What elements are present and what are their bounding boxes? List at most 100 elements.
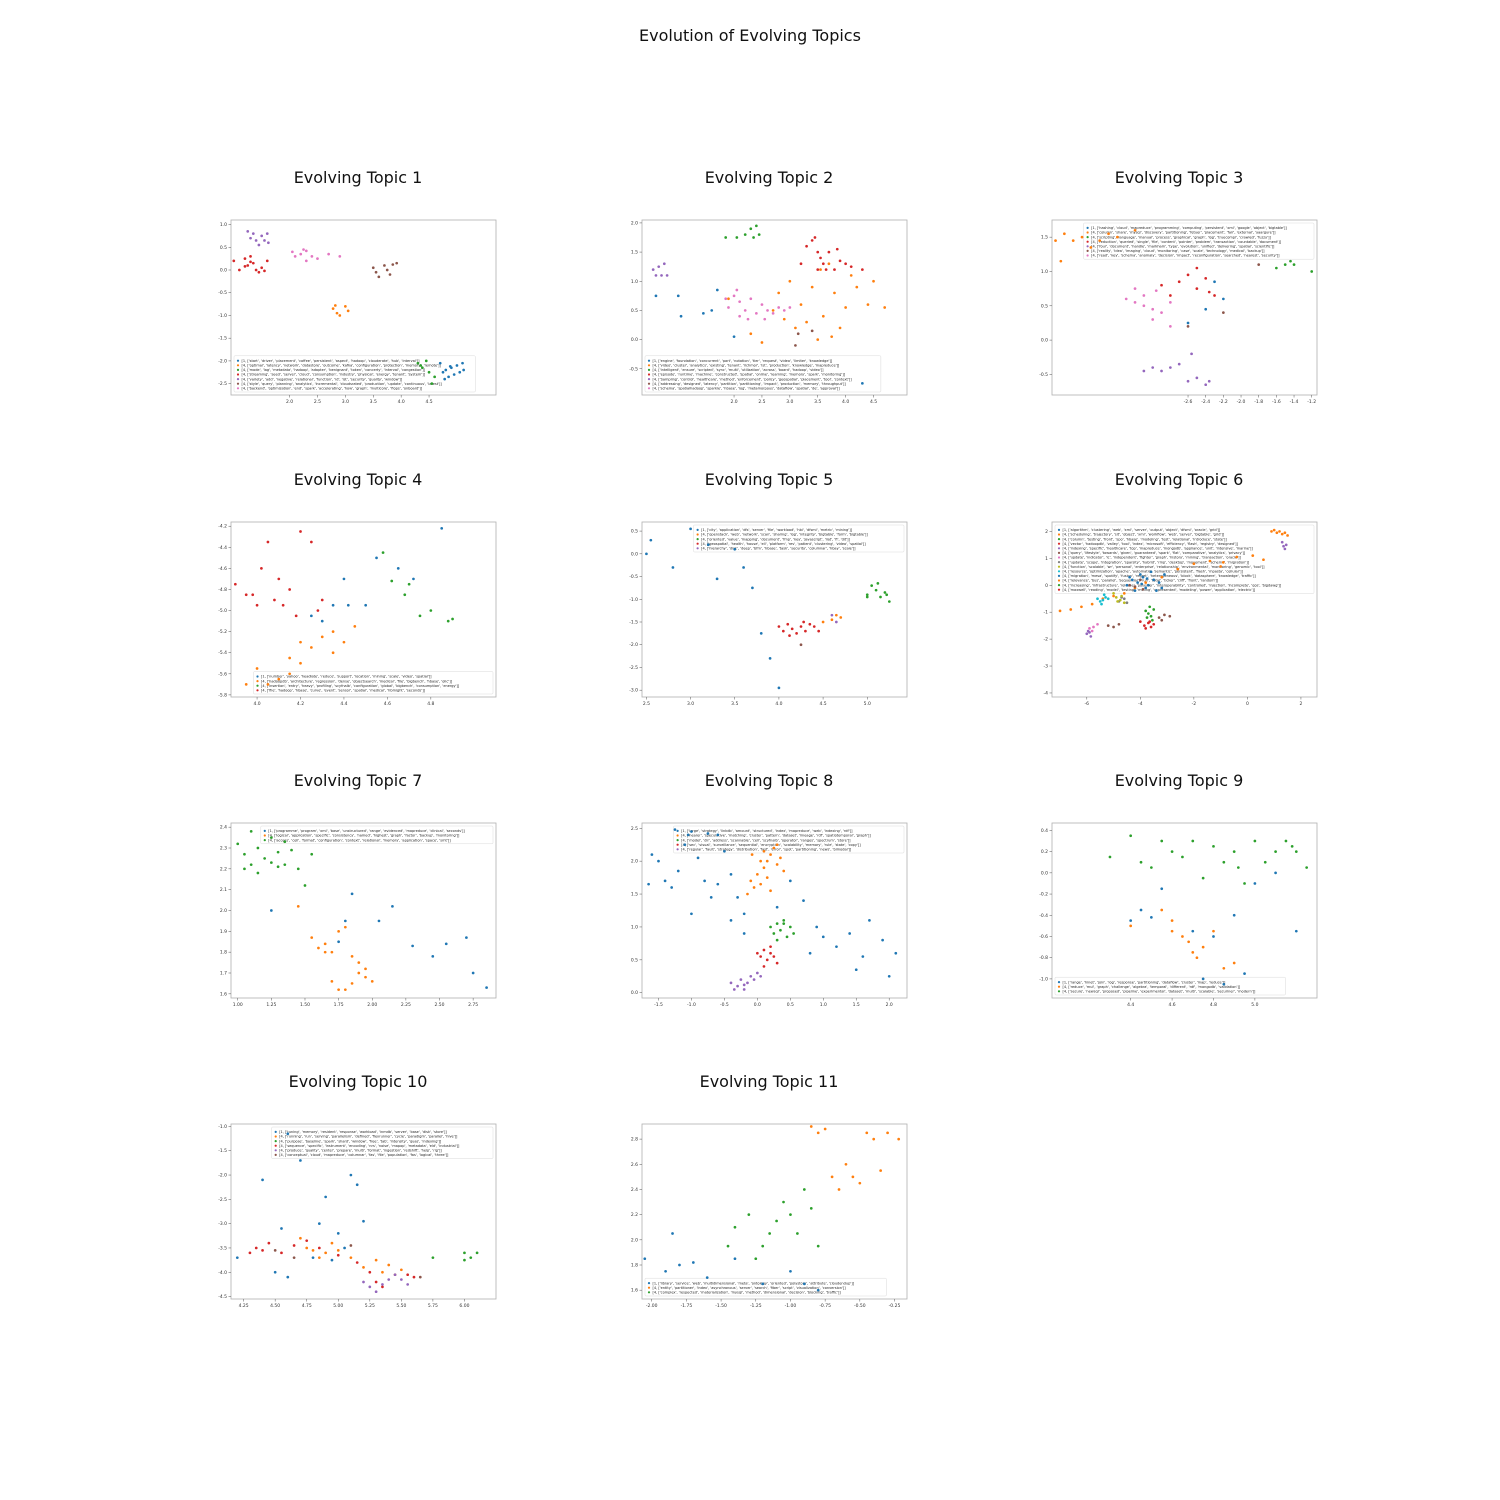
y-tick-label: 1.0 — [631, 279, 638, 285]
data-point — [374, 1290, 378, 1294]
data-point — [813, 236, 817, 239]
legend-marker — [647, 387, 651, 390]
data-point — [330, 1241, 334, 1245]
x-tick-label: 3.5 — [731, 701, 738, 707]
legend-entry: [4, ['video', 'cluster', 'analytics', 'e… — [653, 364, 840, 368]
data-point — [266, 682, 270, 686]
data-point — [1080, 235, 1084, 239]
x-tick-label: -2.4 — [1201, 399, 1210, 405]
data-point — [305, 1246, 309, 1250]
data-point — [676, 869, 680, 873]
data-point — [1187, 940, 1190, 944]
data-point — [429, 609, 433, 612]
data-point — [662, 262, 666, 266]
chart-title: Evolving Topic 8 — [704, 771, 834, 790]
legend-marker — [647, 1286, 651, 1289]
data-point — [1222, 297, 1225, 301]
legend-entry: [4, ['access', 'cell', 'format', 'config… — [268, 838, 451, 842]
data-point — [324, 1251, 327, 1255]
x-tick-label: 4.0 — [398, 399, 405, 405]
legend-entry: [4, ['reduction', 'queried', 'single', '… — [1091, 240, 1282, 244]
data-point — [1142, 304, 1146, 308]
data-point — [732, 988, 736, 991]
data-point — [804, 629, 807, 633]
data-point — [1290, 844, 1294, 848]
data-point — [755, 224, 758, 228]
data-point — [762, 965, 766, 968]
y-tick-label: 1.0 — [631, 924, 638, 930]
chart-panel-10: Evolving Topic 10 4.25 4.50 4.75 5.00 5.25 5.5… — [193, 1072, 523, 1312]
data-point — [323, 950, 327, 954]
y-tick-label: -0.5 — [1039, 372, 1048, 378]
data-point — [1106, 624, 1110, 628]
data-point — [1169, 294, 1172, 297]
y-tick-label: -4.8 — [218, 587, 227, 593]
data-point — [355, 1183, 359, 1187]
data-point — [1213, 280, 1216, 284]
data-point — [799, 262, 803, 266]
data-point — [765, 958, 769, 962]
x-tick-label: 1.50 — [300, 1002, 310, 1008]
data-point — [291, 250, 294, 254]
x-tick-label: 5.25 — [365, 1303, 375, 1309]
data-point — [777, 306, 781, 309]
x-tick-label: -1.25 — [750, 1303, 762, 1309]
data-point — [1186, 273, 1190, 277]
data-point — [788, 306, 792, 309]
y-tick-label: -2.0 — [218, 358, 227, 364]
legend-marker — [647, 378, 651, 381]
data-point — [350, 892, 354, 896]
data-point — [781, 629, 785, 633]
data-point — [421, 366, 424, 370]
data-point — [320, 619, 324, 623]
y-tick-label: -0.5 — [218, 290, 227, 296]
data-point — [1283, 531, 1287, 535]
legend-marker — [1057, 579, 1061, 582]
data-point — [362, 1280, 365, 1284]
x-tick-label: -6 — [1085, 701, 1090, 707]
chart-panel-6: Evolving Topic 6 -6 -4 -2 0 2 2 1 0 -1 -2 -3 -4 [1, [… — [1014, 470, 1344, 710]
data-point — [777, 625, 781, 628]
chart-panel-8: Evolving Topic 8 -1.5 -1.0 -0.5 0.0 0.5 1.0 1.5… — [604, 771, 934, 1011]
y-tick-label: 2.0 — [631, 859, 638, 865]
legend-entry: [4, ['addressing', 'designed', 'latency'… — [653, 382, 847, 386]
chart-title: Evolving Topic 5 — [704, 470, 834, 489]
data-point — [775, 1219, 778, 1223]
data-point — [749, 332, 753, 336]
data-point — [759, 974, 763, 978]
data-point — [769, 889, 772, 893]
data-point — [249, 829, 253, 833]
x-tick-label: -1.8 — [1254, 399, 1263, 405]
legend-entry: [4, ['file', 'hadoop', 'hbase', 'curve',… — [261, 689, 426, 693]
legend-entry: [4, ['running', 'run', 'serving', 'paral… — [279, 1135, 458, 1139]
data-point — [1204, 383, 1208, 387]
legend: [1, ['range', 'hinet', 'join', 'log', 'r… — [1054, 976, 1286, 996]
legend-entry: [4, ['secure', 'newsql', 'proposed', 'pi… — [1063, 990, 1256, 994]
data-point — [337, 940, 340, 944]
data-point — [757, 233, 761, 236]
data-point — [1170, 850, 1174, 853]
legend-marker — [236, 387, 240, 390]
chart-title: Evolving Topic 7 — [293, 771, 423, 790]
y-tick-label: 1.0 — [220, 222, 227, 228]
data-point — [273, 598, 276, 602]
data-point — [782, 869, 786, 873]
data-point — [1283, 547, 1287, 551]
legend-entry: [4, ['resource', 'optimization', 'apache… — [1063, 570, 1244, 574]
data-point — [710, 309, 714, 312]
data-point — [1149, 614, 1153, 618]
data-point — [475, 1251, 479, 1255]
data-point — [761, 1282, 765, 1286]
data-point — [260, 266, 264, 270]
data-point — [338, 314, 342, 317]
data-point — [381, 1283, 384, 1286]
data-point — [327, 252, 330, 256]
data-point — [1145, 616, 1149, 619]
y-tick-label: 2.0 — [631, 220, 638, 226]
data-point — [897, 1137, 901, 1141]
data-point — [1151, 366, 1155, 369]
data-point — [670, 886, 674, 889]
x-tick-label: 3.0 — [786, 399, 793, 405]
y-tick-label: -5.0 — [218, 608, 227, 614]
data-point — [1305, 866, 1308, 869]
